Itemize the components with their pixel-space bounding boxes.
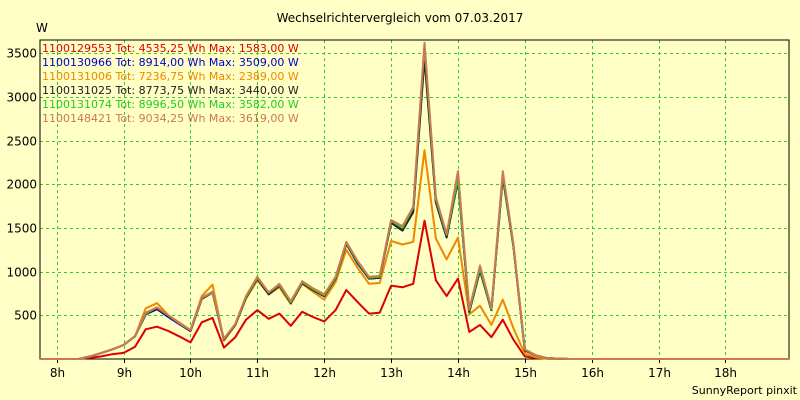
x-tick-label: 10h xyxy=(179,366,202,380)
x-tick-label: 11h xyxy=(246,366,269,380)
y-tick-label: 1500 xyxy=(6,222,37,236)
x-tick-label: 14h xyxy=(447,366,470,380)
legend-entry-1100130966: 1100130966 Tot: 8914,00 Wh Max: 3509,00 … xyxy=(42,56,299,69)
series-line-1100148421 xyxy=(40,41,789,360)
x-tick-label: 16h xyxy=(581,366,604,380)
legend-entry-1100148421: 1100148421 Tot: 9034,25 Wh Max: 3619,00 … xyxy=(42,112,299,125)
series-line-1100129553 xyxy=(40,219,789,360)
y-tick-label: 3500 xyxy=(6,47,37,61)
legend-entry-1100131006: 1100131006 Tot: 7236,75 Wh Max: 2389,00 … xyxy=(42,70,299,83)
plot-frame xyxy=(39,39,790,360)
legend-entry-1100131074: 1100131074 Tot: 8996,50 Wh Max: 3582,00 … xyxy=(42,98,299,111)
y-axis-label: W xyxy=(36,21,48,35)
x-tick-label: 12h xyxy=(313,366,336,380)
x-tick-label: 9h xyxy=(117,366,132,380)
legend-entry-1100129553: 1100129553 Tot: 4535,25 Wh Max: 1583,00 … xyxy=(42,42,299,55)
y-tick-label: 2500 xyxy=(6,135,37,149)
chart-title: Wechselrichtervergleich vom 07.03.2017 xyxy=(277,11,524,25)
x-tick-label: 18h xyxy=(714,366,737,380)
x-tick-label: 15h xyxy=(514,366,537,380)
x-tick-label: 8h xyxy=(50,366,65,380)
y-tick-label: 1000 xyxy=(6,266,37,280)
x-tick-label: 17h xyxy=(648,366,671,380)
y-tick-label: 500 xyxy=(14,309,37,323)
y-tick-label: 2000 xyxy=(6,178,37,192)
y-tick-label: 3000 xyxy=(6,91,37,105)
legend-entry-1100131025: 1100131025 Tot: 8773,75 Wh Max: 3440,00 … xyxy=(42,84,299,97)
footer-credit: SunnyReport pinxit xyxy=(692,384,798,397)
x-tick-label: 13h xyxy=(380,366,403,380)
